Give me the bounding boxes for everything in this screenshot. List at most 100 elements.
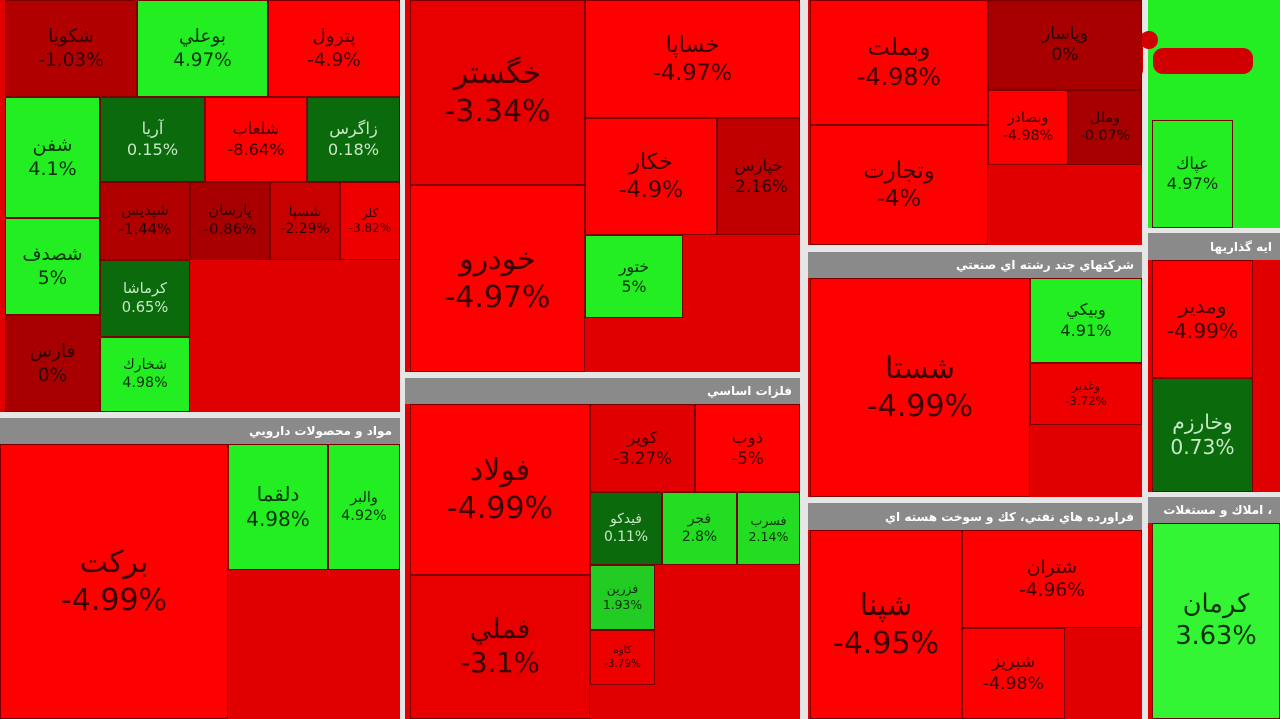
tile-name: کوير [627,427,658,448]
tile-name: زاگرس [329,119,378,139]
tile-change: 0.18% [327,139,380,159]
tile: آريا 0.15% [100,97,205,182]
tile-name: شسپا [288,203,322,220]
tile-change: -1.03% [38,49,104,71]
tile-name: فجر [687,511,712,528]
tile-name: بوعلي [178,26,227,48]
tile: شسپا -2.29% [270,182,340,260]
tile-change: -4.95% [832,625,940,661]
logo-shape [1140,31,1158,49]
tile-name: خپارس [734,155,783,175]
tile-name: خساپا [665,31,720,58]
tile: عپاك 4.97% [1152,120,1233,228]
tile: ذوب -5% [695,404,800,492]
tile-change: 5% [621,276,647,296]
logo-shape [1153,48,1253,74]
tile-name: وبملت [867,32,931,61]
tile-name: آريا [141,119,164,139]
section-header: فلزات اساسي [405,378,800,404]
tile-name: وغدير [1072,379,1100,394]
tile-name: پترول [312,26,356,48]
tile-change: -4.98% [1002,127,1054,144]
tile: شستا -4.99% [810,278,1030,497]
tile: شخارك 4.98% [100,337,190,412]
tile: خودرو -4.97% [410,185,585,372]
tile-name: شلعاب [232,119,280,139]
tile: فملي -3.1% [410,575,590,719]
tile-name: کاوه [613,644,632,657]
tile-change: 0% [1051,45,1079,65]
tile: بوعلي 4.97% [137,0,268,97]
tile: وبملت -4.98% [810,0,988,125]
tile-change: 0.73% [1170,435,1235,459]
tile-change: -4.97% [652,60,733,86]
tile: وبصادر -4.98% [988,90,1068,165]
tile: وپاسار 0% [988,0,1142,90]
tile-name: والبر [350,490,378,506]
tile-change: -3.79% [604,657,641,670]
tile-change: 0.15% [126,139,179,159]
section-header: مواد و محصولات دارويي [0,418,400,444]
tile-name: برکت [79,545,149,580]
tile-change: -4.9% [618,176,684,203]
tile-name: خگستر [453,56,542,91]
tile-change: 0% [37,364,68,386]
tile-change: -4% [876,186,922,212]
tile-change: -4.99% [866,388,974,424]
tile-name: فارس [29,341,76,363]
tile-change: 2.8% [681,528,718,545]
tile-name: شکويا [48,26,94,48]
tile: وبيکي 4.91% [1030,278,1142,363]
tile-change: 0.65% [121,298,169,316]
tile-change: 2.14% [748,528,789,544]
tile: وغدير -3.72% [1030,363,1142,425]
tile-name: ذوب [731,427,764,448]
tile: کرمان 3.63% [1152,523,1280,719]
tile: شلعاب -8.64% [205,97,307,182]
tile-change: -4.99% [1166,319,1239,343]
tile-change: -3.27% [612,448,673,468]
tile-change: -3.82% [348,221,392,235]
tile: شپديس -1.44% [100,182,190,260]
tile: پارسان -0.86% [190,182,270,260]
tile: شتران -4.96% [962,530,1142,628]
tile: وخارزم 0.73% [1152,378,1253,492]
tile-change: -4.97% [444,279,551,315]
tile: ختور 5% [585,235,683,318]
tile: شفن 4.1% [5,97,100,218]
tile-change: -4.9% [307,49,361,71]
tile: وملل -0.07% [1068,90,1142,165]
tile: شصدف 5% [5,218,100,315]
tile: فسرب 2.14% [737,492,800,565]
tile-name: فملي [469,613,531,645]
tile-name: شبريز [991,651,1036,672]
tile: وتجارت -4% [810,125,988,245]
tile: فيدکو 0.11% [590,492,662,565]
tile-name: وبصادر [1007,109,1049,126]
tile: شپنا -4.95% [810,530,962,719]
section-header: شرکتهاي چند رشته اي صنعتي [808,252,1142,278]
tile-name: شپديس [121,202,169,220]
tile-name: شتران [1026,556,1078,578]
tile: کوير -3.27% [590,404,695,492]
tile-change: -4.98% [856,62,942,91]
tile: ومدير -4.99% [1152,260,1253,378]
tile-name: وخارزم [1172,409,1233,434]
tile-name: وبيکي [1066,300,1106,320]
tile-name: شستا [884,351,956,386]
tile-name: فزرين [606,582,639,597]
tile: کاوه -3.79% [590,630,655,685]
tile-change: 4.98% [122,374,168,391]
tile: خکار -4.9% [585,118,717,235]
tile-name: کرماشا [122,280,168,298]
tile-change: 4.97% [173,49,232,71]
section-header: ، املاك و مستغلات [1148,497,1280,523]
tile-change: -4.99% [446,490,554,526]
tile: فارس 0% [5,315,100,412]
tile: خساپا -4.97% [585,0,800,118]
tile-change: -3.72% [1065,394,1107,408]
tile: فولاد -4.99% [410,404,590,575]
tile-name: شفن [32,133,73,156]
tile-name: فسرب [750,512,787,528]
